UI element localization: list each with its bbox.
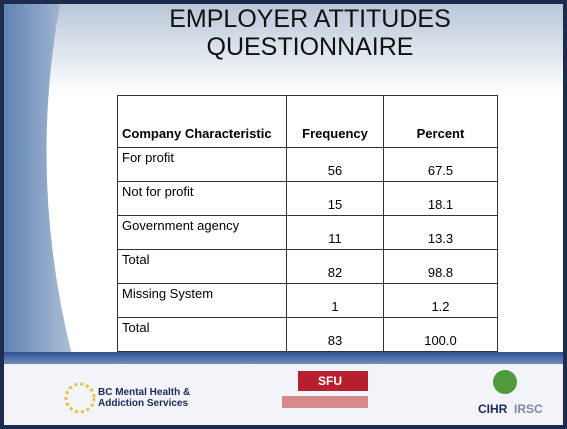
table-row: Missing System 1 1.2 xyxy=(117,283,498,318)
title-line: EMPLOYER ATTITUDES xyxy=(169,5,451,33)
value-cell: 18.1 xyxy=(383,181,498,216)
sfu-logo: SFU xyxy=(318,374,342,388)
value-cell: 15 xyxy=(286,181,384,216)
header-cell: Frequency xyxy=(286,95,384,148)
value-cell: 56 xyxy=(286,147,384,182)
table-row: Not for profit 15 18.1 xyxy=(117,181,498,216)
value-cell: 1.2 xyxy=(383,283,498,318)
logo-text: Addiction Services xyxy=(98,398,189,409)
blue-band xyxy=(4,352,563,364)
title-line: QUESTIONNAIRE xyxy=(206,33,414,61)
bcmhas-icon xyxy=(64,382,96,414)
header-row: Company Characteristic Frequency Percent xyxy=(117,95,498,148)
logo-text: BC Mental Health & xyxy=(98,387,191,398)
row-label: Missing System xyxy=(117,283,287,318)
sfu-logo-bg xyxy=(298,371,368,391)
value-cell: 1 xyxy=(286,283,384,318)
header-bg xyxy=(4,4,563,94)
cihr-logo: CIHR xyxy=(478,402,508,416)
irsc-logo: IRSC xyxy=(514,402,543,416)
table-row: Total 83 100.0 xyxy=(117,317,498,352)
header-cell: Company Characteristic xyxy=(117,95,287,148)
row-label: Government agency xyxy=(117,215,287,250)
row-label: Not for profit xyxy=(117,181,287,216)
table-row: Total 82 98.8 xyxy=(117,249,498,284)
value-cell: 100.0 xyxy=(383,317,498,352)
table-row: For profit 56 67.5 xyxy=(117,147,498,182)
value-cell: 67.5 xyxy=(383,147,498,182)
footer-bg xyxy=(4,364,563,425)
row-label: Total xyxy=(117,249,287,284)
bcmhas-logo: BC Mental Health & Addiction Services xyxy=(98,387,190,409)
value-cell: 83 xyxy=(286,317,384,352)
value-cell: 98.8 xyxy=(383,249,498,284)
row-label: Total xyxy=(117,317,287,352)
cihr-leaf xyxy=(493,370,517,394)
sfu-logo-text xyxy=(282,396,368,408)
table-row: Government agency 11 13.3 xyxy=(117,215,498,250)
left-swoosh xyxy=(4,4,72,355)
value-cell: 13.3 xyxy=(383,215,498,250)
row-label: For profit xyxy=(117,147,287,182)
value-cell: 82 xyxy=(286,249,384,284)
data-table: Company Characteristic Frequency Percent… xyxy=(117,95,498,352)
value-cell: 11 xyxy=(286,215,384,250)
header-cell: Percent xyxy=(383,95,498,148)
